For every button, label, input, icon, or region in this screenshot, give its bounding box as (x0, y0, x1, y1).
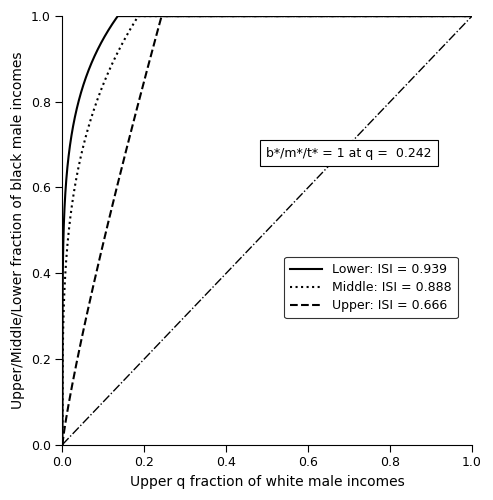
Middle: ISI = 0.888: (0.873, 1): ISI = 0.888: (0.873, 1) (417, 13, 423, 19)
Upper: ISI = 0.666: (0.427, 1): ISI = 0.666: (0.427, 1) (234, 13, 240, 19)
Upper: ISI = 0.666: (0.114, 0.528): ISI = 0.666: (0.114, 0.528) (106, 216, 112, 222)
Lower: ISI = 0.939: (0.981, 1): ISI = 0.939: (0.981, 1) (461, 13, 467, 19)
Middle: ISI = 0.888: (0.173, 0.982): ISI = 0.888: (0.173, 0.982) (131, 21, 137, 27)
Lower: ISI = 0.939: (0.135, 1): ISI = 0.939: (0.135, 1) (115, 13, 121, 19)
Middle: ISI = 0.888: (0.185, 1): ISI = 0.888: (0.185, 1) (135, 13, 141, 19)
X-axis label: Upper q fraction of white male incomes: Upper q fraction of white male incomes (130, 475, 405, 489)
Legend: Lower: ISI = 0.939, Middle: ISI = 0.888, Upper: ISI = 0.666: Lower: ISI = 0.939, Middle: ISI = 0.888,… (284, 257, 458, 318)
Upper: ISI = 0.666: (1, 1): ISI = 0.666: (1, 1) (469, 13, 475, 19)
Lower: ISI = 0.939: (0.427, 1): ISI = 0.939: (0.427, 1) (234, 13, 240, 19)
Middle: ISI = 0.888: (0.384, 1): ISI = 0.888: (0.384, 1) (216, 13, 222, 19)
Upper: ISI = 0.666: (0.873, 1): ISI = 0.666: (0.873, 1) (417, 13, 423, 19)
Upper: ISI = 0.666: (0.242, 1): ISI = 0.666: (0.242, 1) (159, 13, 165, 19)
Lower: ISI = 0.939: (0.384, 1): ISI = 0.939: (0.384, 1) (216, 13, 222, 19)
Middle: ISI = 0.888: (0.427, 1): ISI = 0.888: (0.427, 1) (234, 13, 240, 19)
Lower: ISI = 0.939: (1, 1): ISI = 0.939: (1, 1) (469, 13, 475, 19)
Lower: ISI = 0.939: (0.873, 1): ISI = 0.939: (0.873, 1) (417, 13, 423, 19)
Middle: ISI = 0.888: (0.981, 1): ISI = 0.888: (0.981, 1) (461, 13, 467, 19)
Middle: ISI = 0.888: (1, 1): ISI = 0.888: (1, 1) (469, 13, 475, 19)
Line: Upper: ISI = 0.666: Upper: ISI = 0.666 (63, 16, 472, 444)
Lower: ISI = 0.939: (0.114, 0.97): ISI = 0.939: (0.114, 0.97) (106, 26, 112, 32)
Upper: ISI = 0.666: (0, 0): ISI = 0.666: (0, 0) (60, 442, 66, 448)
Line: Middle: ISI = 0.888: Middle: ISI = 0.888 (63, 16, 472, 444)
Lower: ISI = 0.939: (0, 0): ISI = 0.939: (0, 0) (60, 442, 66, 448)
Upper: ISI = 0.666: (0.981, 1): ISI = 0.666: (0.981, 1) (461, 13, 467, 19)
Middle: ISI = 0.888: (0, 0): ISI = 0.888: (0, 0) (60, 442, 66, 448)
Text: b*/m*/t* = 1 at q =  0.242: b*/m*/t* = 1 at q = 0.242 (266, 146, 432, 160)
Y-axis label: Upper/Middle/Lower fraction of black male incomes: Upper/Middle/Lower fraction of black mal… (11, 52, 25, 409)
Lower: ISI = 0.939: (0.174, 1): ISI = 0.939: (0.174, 1) (131, 13, 137, 19)
Upper: ISI = 0.666: (0.173, 0.753): ISI = 0.666: (0.173, 0.753) (131, 119, 137, 125)
Upper: ISI = 0.666: (0.384, 1): ISI = 0.666: (0.384, 1) (216, 13, 222, 19)
Middle: ISI = 0.888: (0.114, 0.873): ISI = 0.888: (0.114, 0.873) (106, 68, 112, 73)
Line: Lower: ISI = 0.939: Lower: ISI = 0.939 (63, 16, 472, 444)
